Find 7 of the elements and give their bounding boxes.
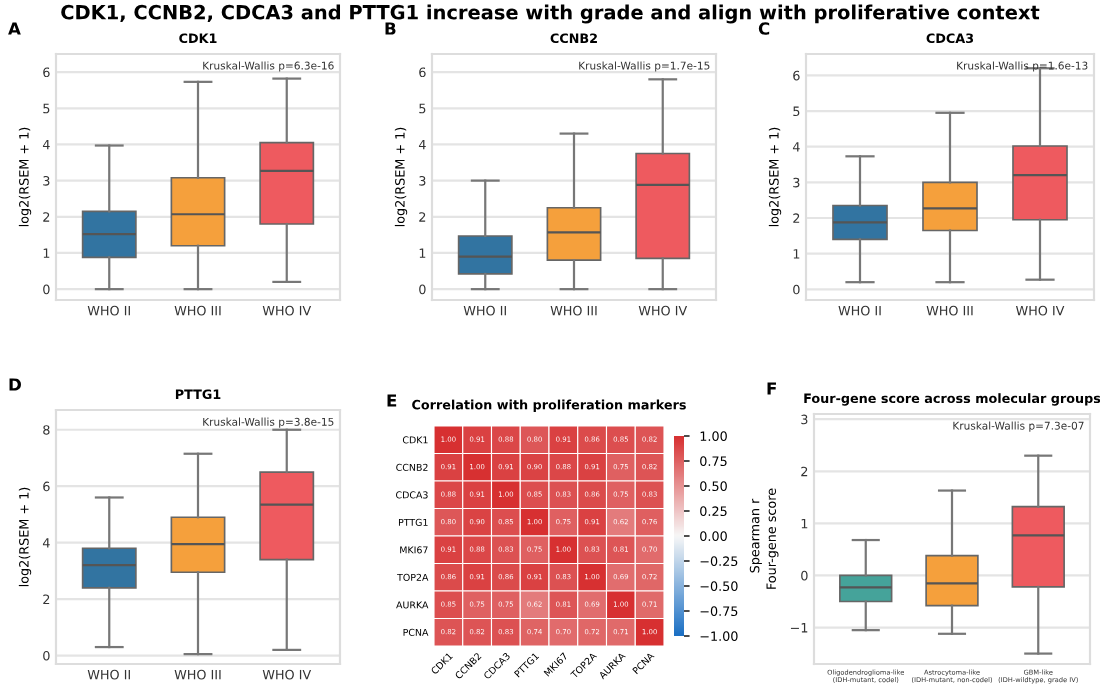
text: CDK1, CCNB2, CDCA3 and PTTG1 increase with grade and align with proliferative context	[61, 4, 1040, 24]
text: B	[385, 22, 396, 35]
text: E	[387, 394, 397, 407]
text: A	[8, 22, 21, 35]
text: C	[758, 22, 770, 35]
text: D	[9, 378, 21, 391]
text: F	[767, 382, 776, 395]
